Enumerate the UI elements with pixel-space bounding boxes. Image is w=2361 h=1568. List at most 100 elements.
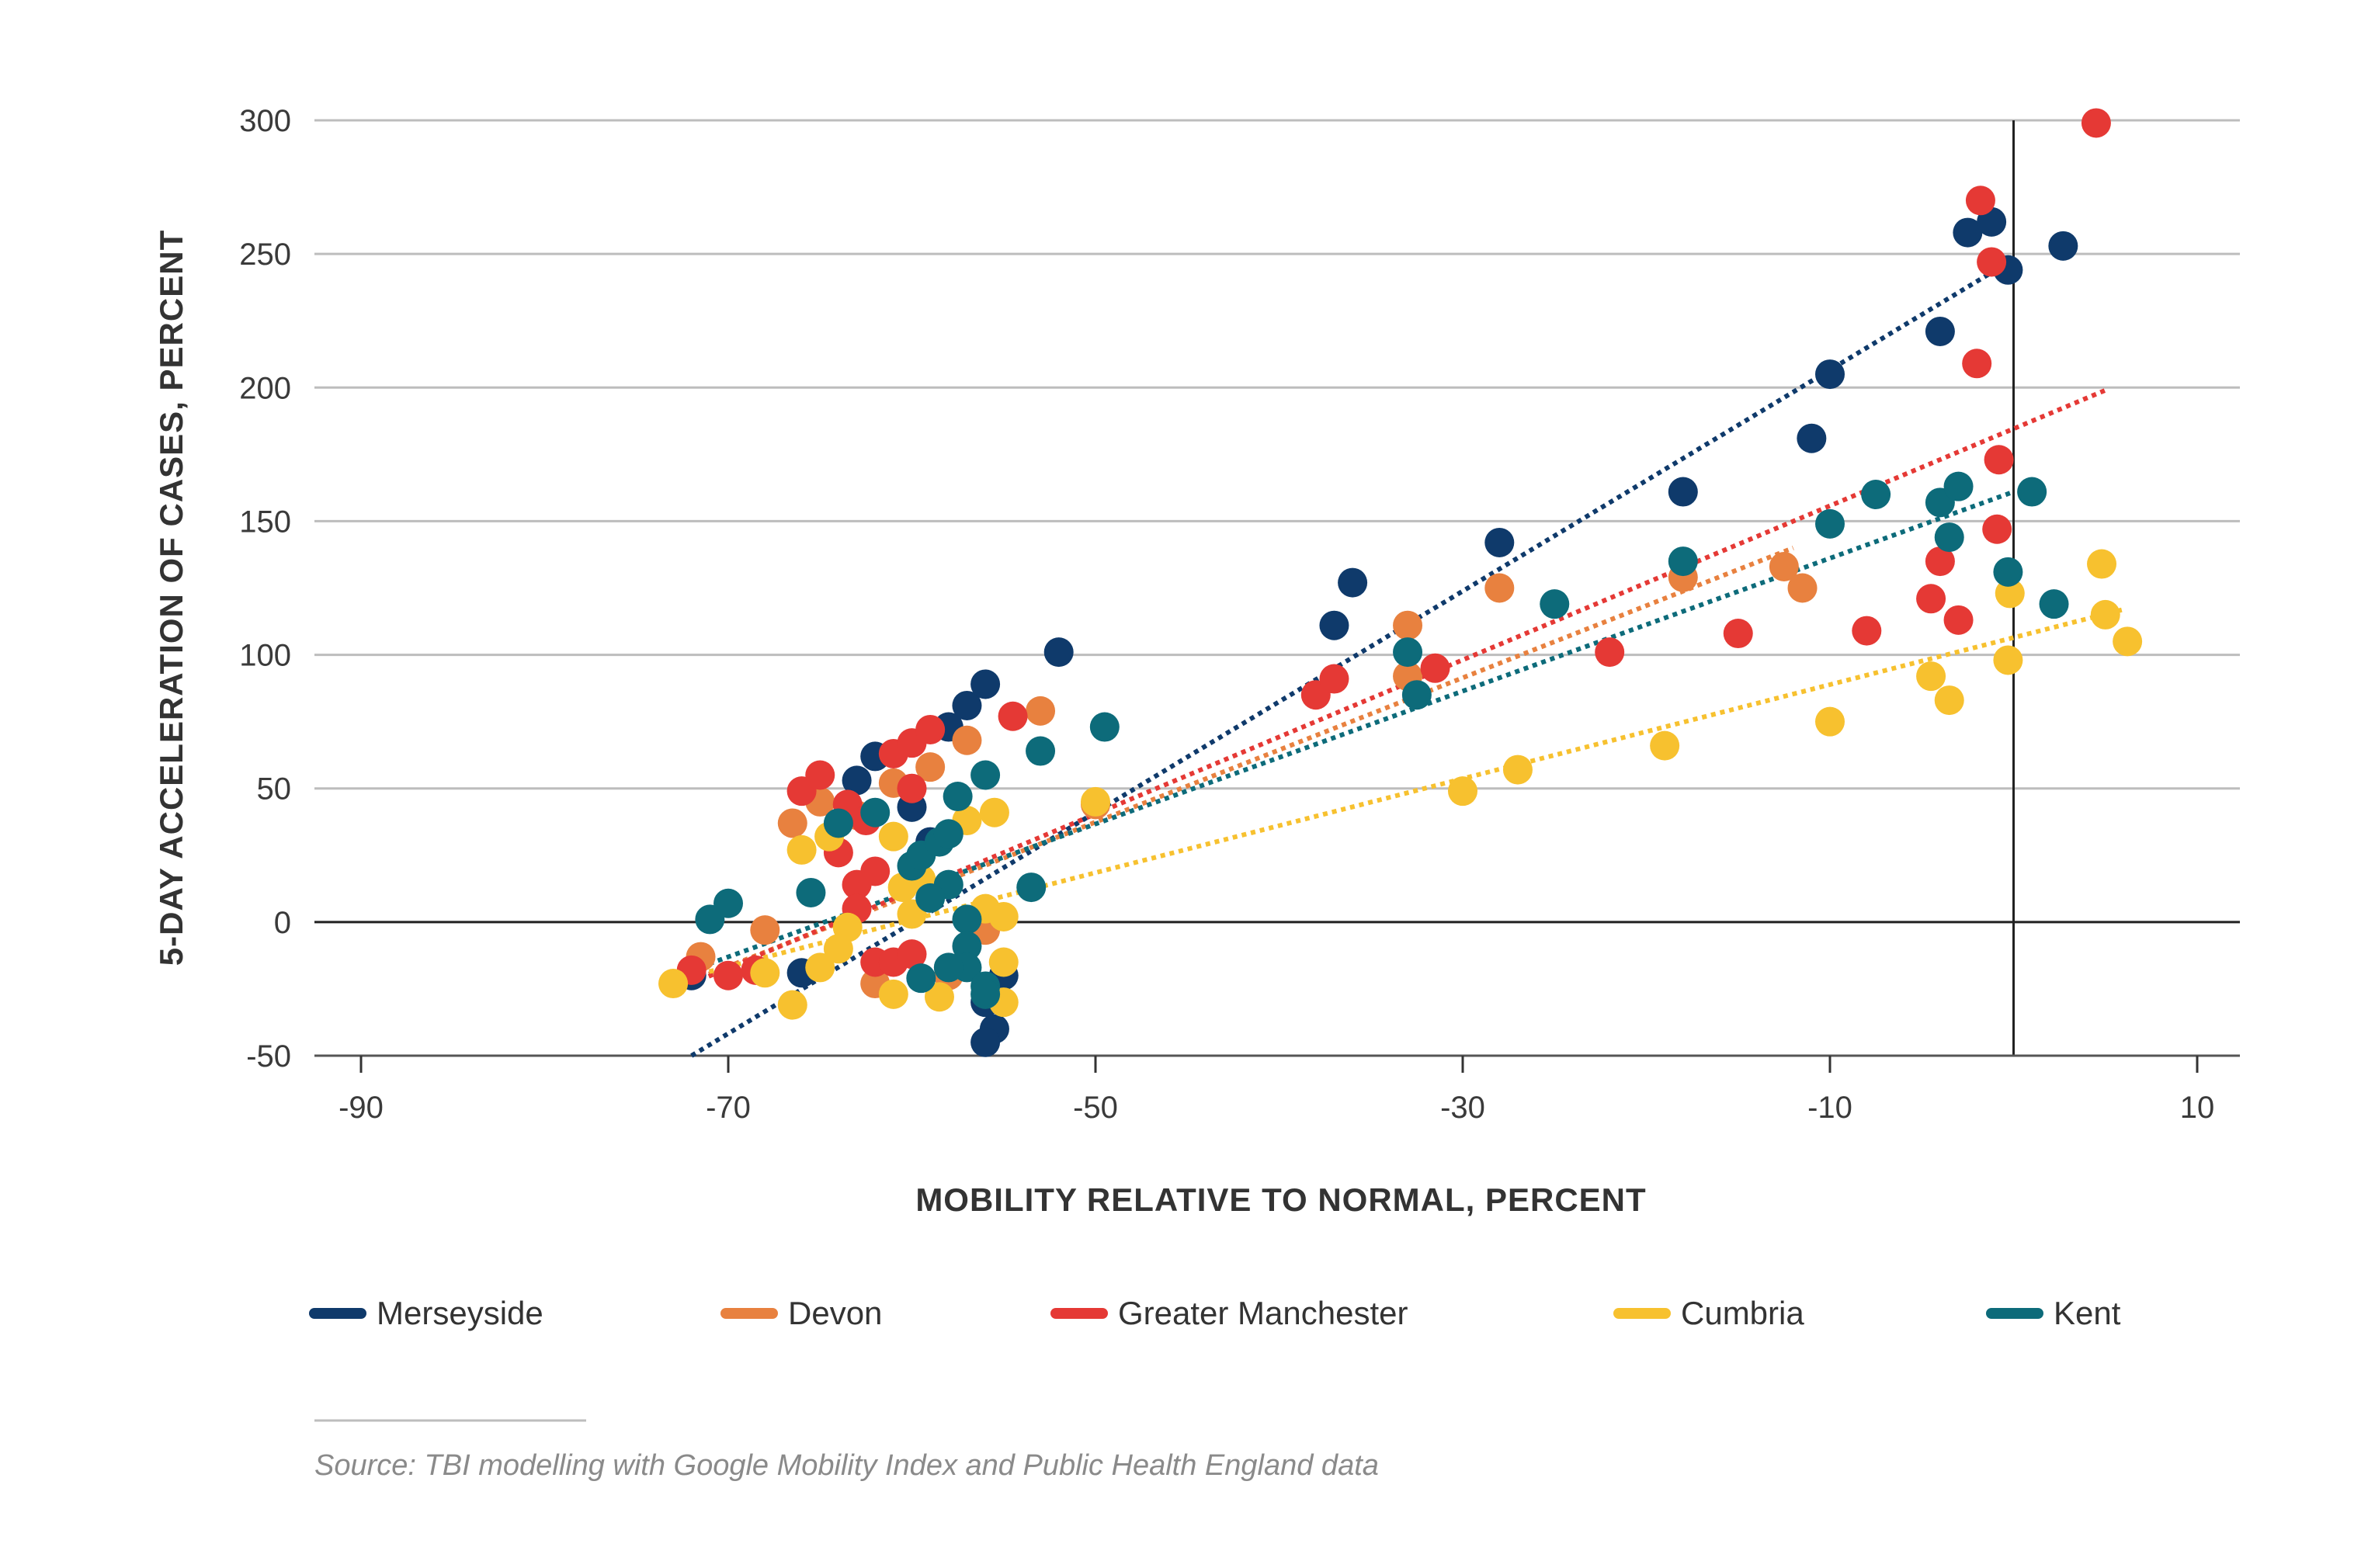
point-cumbria [786, 834, 817, 865]
legend-label-greater-manchester: Greater Manchester [1118, 1295, 1408, 1331]
data-points [658, 108, 2143, 1057]
point-devon [1026, 696, 1056, 726]
point-greater-manchester [1943, 605, 1974, 635]
point-kent [933, 819, 963, 849]
y-tick-label: 300 [239, 104, 291, 138]
point-kent [933, 952, 963, 983]
point-cumbria [924, 982, 954, 1012]
point-kent [1016, 872, 1047, 903]
point-cumbria [2090, 599, 2120, 630]
point-cumbria [1934, 685, 1964, 716]
x-tick-label: 10 [2180, 1091, 2215, 1125]
y-axis-title: 5-DAY ACCELERATION OF CASES, PERCENT [153, 230, 189, 966]
point-kent [714, 888, 743, 918]
point-greater-manchester [998, 701, 1028, 731]
x-tick-label: -50 [1073, 1091, 1118, 1125]
point-greater-manchester [1319, 664, 1349, 694]
x-axis-title: MOBILITY RELATIVE TO NORMAL, PERCENT [915, 1181, 1646, 1218]
point-kent [1815, 508, 1845, 539]
point-greater-manchester [1420, 653, 1450, 683]
point-greater-manchester [1982, 514, 2012, 544]
point-merseyside [1484, 527, 1515, 557]
point-devon [1769, 551, 1799, 581]
point-kent [1934, 522, 1964, 553]
y-tick-label: 0 [274, 906, 291, 940]
point-cumbria [823, 934, 853, 964]
point-merseyside [1338, 567, 1368, 598]
point-devon [915, 752, 946, 782]
point-greater-manchester [897, 939, 927, 970]
y-tick-label: -50 [246, 1039, 291, 1074]
point-kent [860, 797, 891, 827]
point-greater-manchester [915, 714, 946, 744]
point-greater-manchester [805, 760, 835, 790]
point-kent [952, 931, 982, 961]
axes: -50 0 50 100 150 200 250 300 -90 -70 -50 -30 -10 10 [239, 104, 2240, 1125]
point-greater-manchester [1852, 616, 1882, 646]
point-kent [1089, 712, 1120, 742]
point-greater-manchester [1962, 349, 1992, 379]
point-merseyside [1815, 359, 1845, 390]
point-cumbria [979, 797, 1009, 827]
point-greater-manchester [842, 869, 872, 900]
x-tick-label: -30 [1440, 1091, 1485, 1125]
point-cumbria [2113, 626, 2143, 657]
legend-label-devon: Devon [788, 1295, 882, 1331]
point-merseyside [1668, 477, 1698, 507]
point-cumbria [1993, 645, 2023, 675]
source-note: Source: TBI modelling with Google Mobili… [314, 1449, 1379, 1482]
point-greater-manchester [1977, 247, 2007, 277]
point-kent [2017, 477, 2047, 507]
legend: Merseyside Devon Greater Manchester Cumbria… [309, 1295, 2121, 1331]
point-devon [1484, 573, 1515, 603]
point-cumbria [805, 952, 835, 983]
point-cumbria [1916, 661, 1946, 692]
legend-label-cumbria: Cumbria [1681, 1295, 1804, 1331]
point-greater-manchester [1723, 619, 1753, 649]
point-merseyside [1319, 610, 1349, 640]
point-kent [970, 979, 1001, 1009]
point-kent [1026, 736, 1056, 766]
x-tick-label: -70 [706, 1091, 751, 1125]
point-cumbria [878, 821, 908, 852]
x-tick-label: -10 [1807, 1091, 1852, 1125]
point-cumbria [1650, 730, 1680, 761]
point-devon [777, 808, 807, 838]
point-kent [943, 782, 973, 812]
point-cumbria [878, 979, 908, 1009]
point-kent [823, 808, 853, 838]
point-kent [970, 760, 1001, 790]
point-greater-manchester [1984, 445, 2014, 475]
y-tick-label: 250 [239, 238, 291, 272]
point-kent [1993, 557, 2023, 587]
point-greater-manchester [1916, 584, 1946, 614]
point-cumbria [988, 901, 1019, 931]
point-greater-manchester [897, 773, 927, 803]
y-tick-label: 100 [239, 639, 291, 673]
legend-label-merseyside: Merseyside [377, 1295, 543, 1331]
point-merseyside [1797, 423, 1827, 453]
point-merseyside [952, 690, 982, 720]
point-kent [1668, 546, 1698, 577]
point-kent [1401, 680, 1432, 710]
point-greater-manchester [1925, 546, 1955, 577]
point-greater-manchester [1965, 186, 1995, 216]
point-cumbria [1448, 776, 1477, 807]
point-devon [1787, 573, 1818, 603]
point-merseyside [842, 765, 872, 796]
y-tick-label: 150 [239, 505, 291, 539]
point-cumbria [750, 958, 780, 988]
y-tick-label: 200 [239, 371, 291, 405]
point-cumbria [1081, 786, 1110, 817]
legend-label-kent: Kent [2054, 1295, 2121, 1331]
point-greater-manchester [714, 960, 743, 990]
point-devon [1393, 610, 1423, 640]
point-kent [2039, 589, 2069, 619]
point-merseyside [1953, 217, 1983, 248]
point-kent [1861, 480, 1891, 509]
point-kent [915, 883, 946, 913]
point-merseyside [1043, 637, 1074, 668]
point-merseyside [1925, 316, 1955, 346]
